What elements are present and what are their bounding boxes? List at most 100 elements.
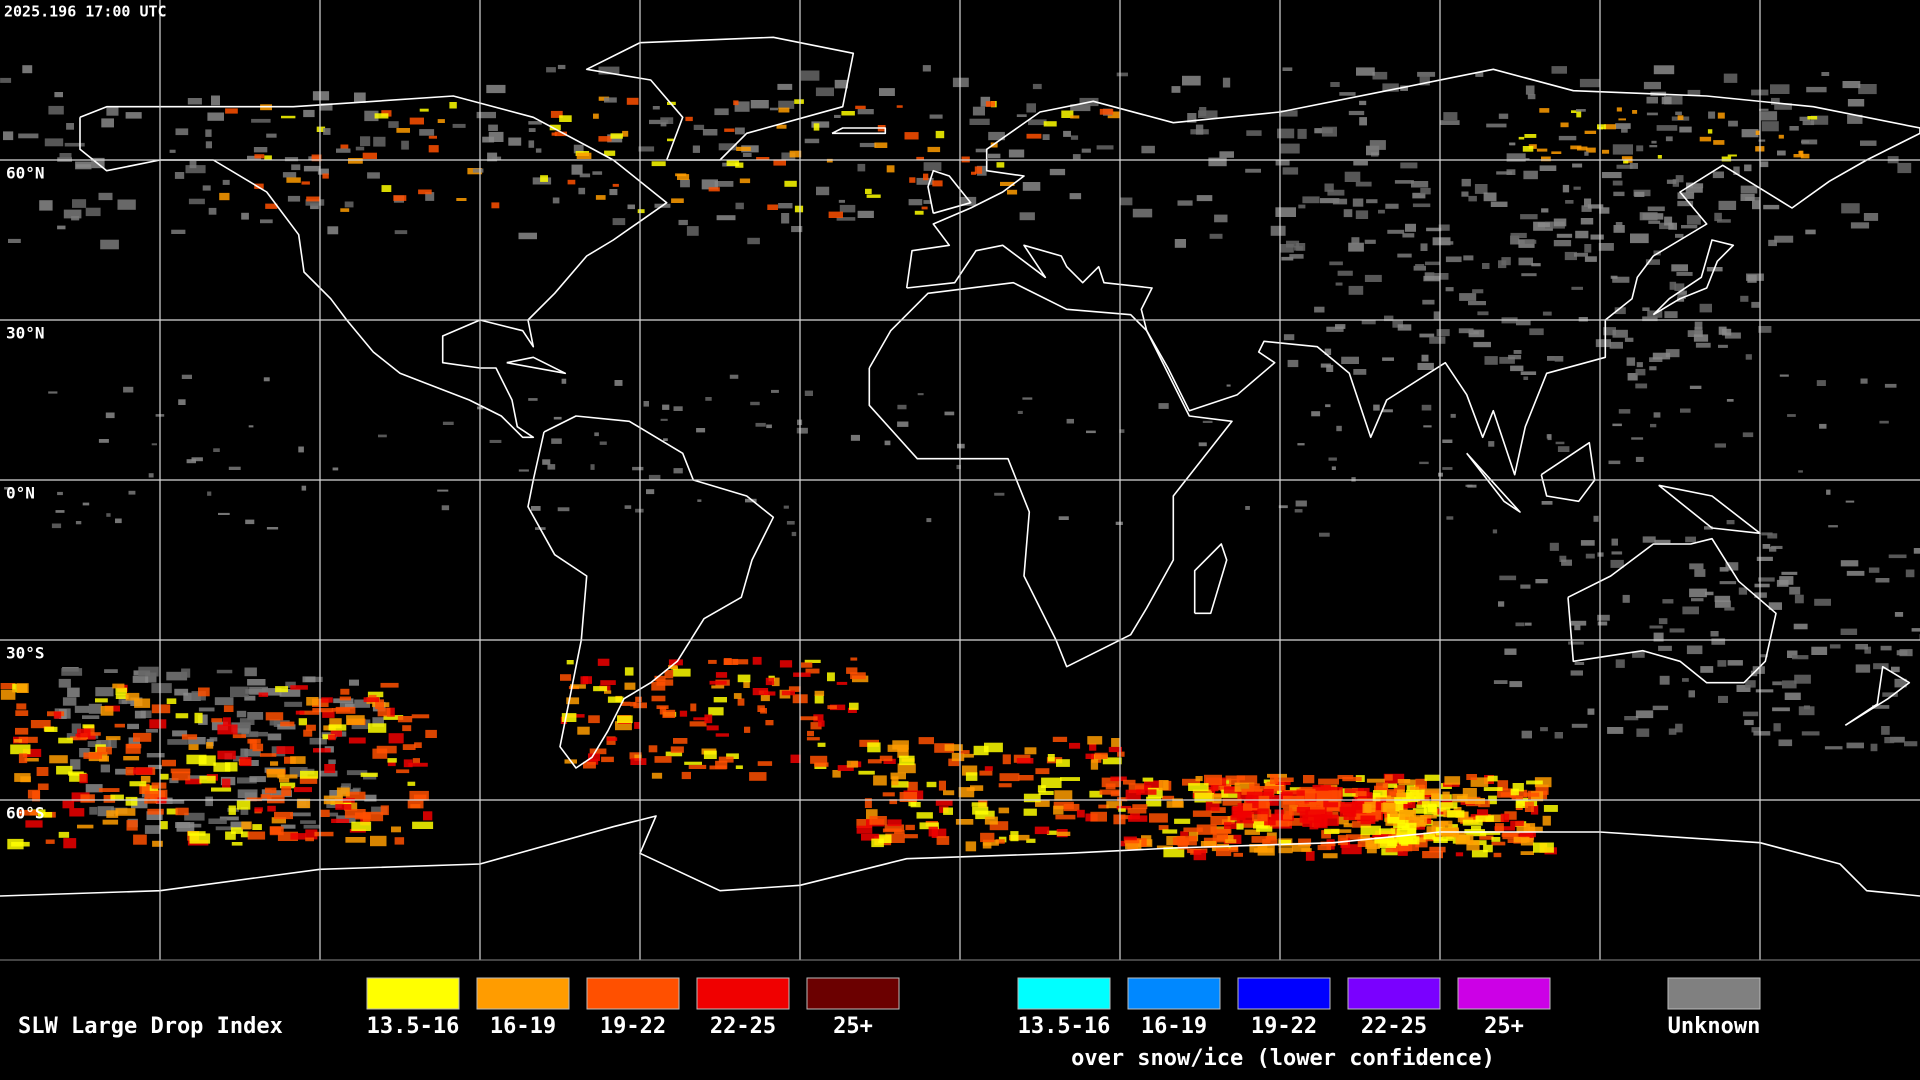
cloud-pixel: [1793, 154, 1804, 158]
cloud-pixel: [1400, 839, 1409, 846]
cloud-pixel: [837, 765, 854, 771]
cloud-pixel: [230, 821, 251, 830]
cloud-pixel: [394, 230, 408, 235]
cloud-pixel: [1774, 235, 1794, 243]
cloud-pixel: [1826, 489, 1831, 495]
cloud-pixel: [125, 796, 138, 806]
cloud-pixel: [546, 67, 556, 73]
cloud-pixel: [1289, 804, 1304, 812]
cloud-pixel: [975, 810, 995, 820]
cloud-pixel: [593, 686, 608, 692]
cloud-pixel: [1318, 778, 1339, 785]
cloud-pixel: [1280, 143, 1300, 154]
cloud-pixel: [918, 737, 934, 745]
cloud-pixel: [890, 772, 906, 780]
cloud-pixel: [367, 172, 380, 179]
cloud-pixel: [1408, 816, 1427, 825]
cloud-pixel: [878, 834, 892, 843]
cloud-pixel: [213, 448, 220, 452]
cloud-pixel: [1397, 779, 1411, 784]
cloud-pixel: [1423, 832, 1436, 840]
cloud-pixel: [1230, 846, 1239, 853]
cloud-pixel: [1352, 198, 1364, 207]
cloud-pixel: [528, 128, 536, 132]
cloud-pixel: [1192, 810, 1212, 817]
cloud-pixel: [1107, 111, 1121, 119]
cloud-pixel: [886, 165, 895, 173]
cloud-pixel: [115, 808, 136, 816]
cloud-pixel: [1472, 289, 1484, 294]
cloud-pixel: [604, 150, 616, 156]
cloud-pixel: [752, 688, 769, 696]
cloud-pixel: [125, 743, 141, 754]
cloud-pixel: [1758, 326, 1772, 333]
cloud-pixel: [1297, 443, 1305, 446]
cloud-pixel: [1736, 684, 1751, 692]
cloud-pixel: [784, 180, 797, 187]
cloud-pixel: [832, 770, 841, 778]
cloud-pixel: [1445, 256, 1462, 263]
cloud-pixel: [1686, 183, 1704, 189]
cloud-pixel: [1612, 276, 1630, 283]
cloud-pixel: [290, 833, 307, 840]
cloud-pixel: [1542, 311, 1552, 316]
cloud-pixel: [1176, 835, 1197, 846]
cloud-pixel: [393, 195, 407, 201]
cloud-pixel: [773, 159, 786, 166]
cloud-pixel: [678, 219, 688, 226]
cloud-pixel: [1382, 409, 1393, 413]
cloud-pixel: [1364, 274, 1382, 282]
cloud-pixel: [866, 194, 881, 198]
cloud-pixel: [351, 821, 372, 831]
cloud-pixel: [567, 179, 576, 185]
cloud-pixel: [1612, 329, 1628, 338]
cloud-pixel: [1712, 171, 1724, 179]
cloud-pixel: [1420, 243, 1428, 251]
coastline: [1567, 537, 1777, 684]
cloud-pixel: [1654, 539, 1671, 544]
cloud-pixel: [1341, 844, 1362, 855]
cloud-pixel: [855, 105, 866, 110]
cloud-pixel: [167, 739, 188, 745]
coastline: [506, 356, 567, 375]
cloud-pixel: [928, 826, 938, 837]
cloud-pixel: [535, 148, 542, 153]
cloud-pixel: [298, 718, 307, 726]
cloud-pixel: [1174, 239, 1186, 248]
cloud-pixel: [540, 175, 548, 182]
cloud-pixel: [387, 758, 397, 763]
cloud-pixel: [345, 791, 366, 800]
legend-swatch: [1457, 977, 1551, 1010]
cloud-pixel: [836, 217, 856, 221]
cloud-pixel: [1468, 301, 1486, 306]
cloud-pixel: [387, 761, 396, 767]
cloud-pixel: [1425, 261, 1440, 266]
cloud-pixel: [1512, 783, 1524, 792]
cloud-pixel: [951, 752, 965, 762]
cloud-pixel: [1345, 834, 1363, 840]
cloud-pixel: [1024, 747, 1037, 755]
cloud-pixel: [1601, 172, 1622, 179]
cloud-pixel: [1863, 213, 1879, 221]
cloud-pixel: [783, 505, 789, 509]
cloud-pixel: [247, 712, 264, 720]
cloud-pixel: [612, 218, 626, 226]
cloud-pixel: [269, 826, 284, 836]
cloud-pixel: [354, 699, 370, 708]
cloud-pixel: [1525, 85, 1535, 95]
cloud-pixel: [1751, 301, 1760, 308]
cloud-pixel: [660, 418, 668, 421]
cloud-pixel: [979, 770, 993, 776]
cloud-pixel: [1855, 664, 1871, 673]
cloud-pixel: [284, 157, 299, 162]
cloud-pixel: [726, 753, 739, 759]
cloud-pixel: [963, 753, 974, 758]
cloud-pixel: [1643, 81, 1661, 90]
cloud-pixel: [22, 65, 33, 74]
cloud-pixel: [1632, 651, 1645, 658]
cloud-pixel: [896, 105, 903, 108]
cloud-pixel: [651, 772, 663, 779]
legend-label: 22-25: [710, 1014, 776, 1039]
cloud-pixel: [1802, 120, 1815, 126]
cloud-pixel: [1035, 799, 1050, 807]
